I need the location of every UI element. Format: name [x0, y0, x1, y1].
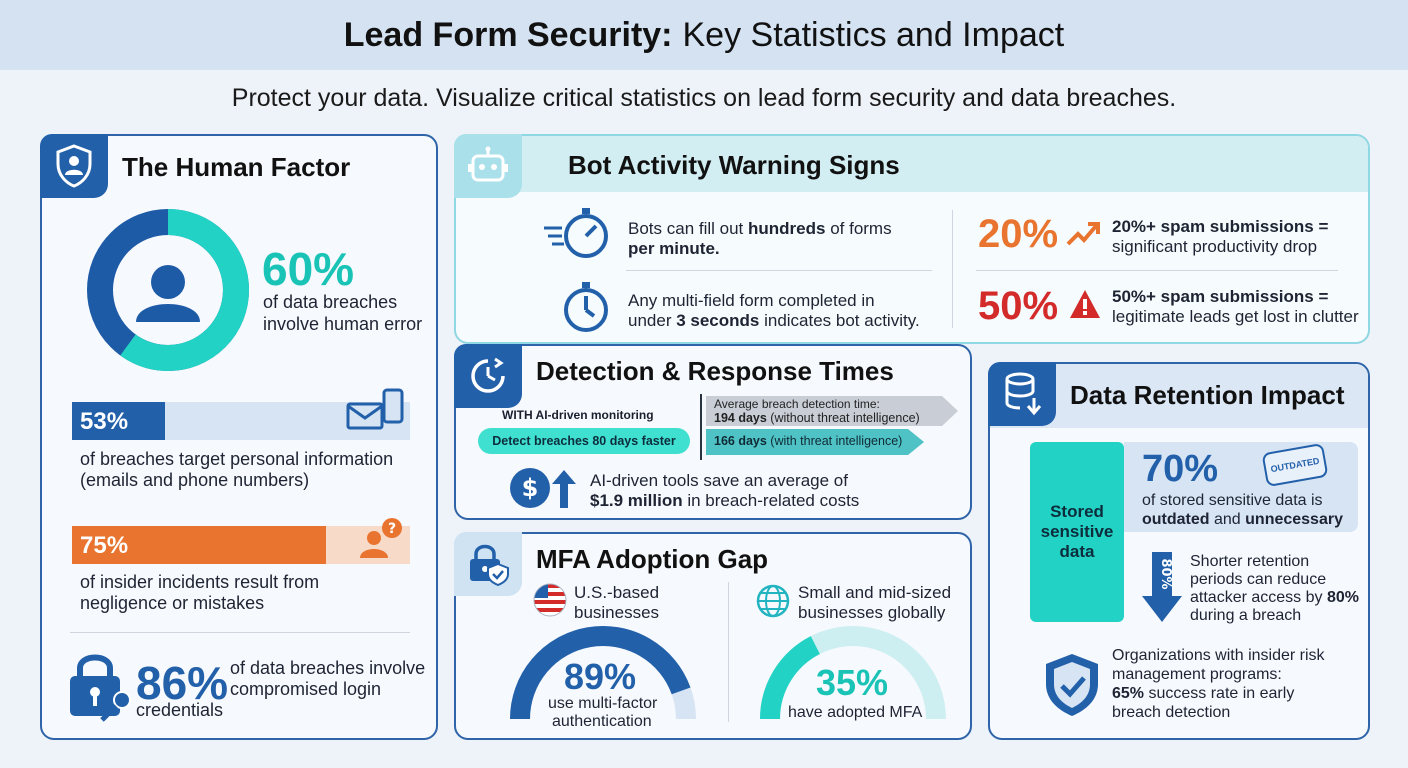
spam-50-line1: 50%+ spam submissions =	[1112, 286, 1328, 307]
us-pct: 89%	[564, 656, 636, 698]
personal-info-pct: 53%	[80, 408, 128, 436]
outdated-pct: 70%	[1142, 448, 1218, 491]
lock-shield-icon	[454, 532, 522, 596]
title-bold: Lead Form Security:	[344, 16, 673, 55]
org-line1: Organizations with insider risk	[1112, 646, 1325, 665]
person-question-icon: ?	[356, 516, 404, 562]
us-desc1: use multi-factor	[548, 694, 657, 713]
bot-inner-divider	[626, 270, 932, 271]
mfa-panel: MFA Adoption Gap U.S.-based businesses 8…	[454, 532, 972, 740]
human-error-donut	[84, 206, 252, 374]
credentials-desc3: credentials	[136, 700, 223, 721]
trend-up-icon	[1066, 220, 1102, 248]
shorter-line3: attacker access by 80%	[1190, 589, 1359, 607]
shield-check-icon	[1042, 652, 1102, 718]
personal-info-bar-track: 53%	[72, 402, 410, 440]
svg-text:?: ?	[388, 521, 396, 537]
avg-detection-label: Average breach detection time:	[714, 397, 880, 411]
us-flag-icon	[532, 582, 568, 618]
outdated-desc2: outdated and unnecessary	[1142, 509, 1343, 530]
retention-title: Data Retention Impact	[1070, 380, 1345, 411]
shield-user-icon	[40, 134, 108, 198]
personal-info-desc1: of breaches target personal information	[80, 449, 393, 470]
subtitle: Protect your data. Visualize critical st…	[0, 84, 1408, 113]
mfa-title: MFA Adoption Gap	[536, 544, 768, 575]
email-phone-icon	[344, 388, 406, 438]
days-166-line: 166 days (with threat intelligence)	[714, 434, 902, 448]
bot-activity-panel: Bot Activity Warning Signs Bots can fill…	[454, 134, 1370, 344]
detect-faster-pill: Detect breaches 80 days faster	[478, 428, 690, 454]
spam-20-line1: 20%+ spam submissions =	[1112, 216, 1328, 237]
spam-20-pct: 20%	[978, 212, 1058, 257]
org-line4: breach detection	[1112, 703, 1230, 722]
insider-bar-track: 75% ?	[72, 526, 410, 564]
bot-item1-line2: per minute.	[628, 238, 720, 259]
smb-pct: 35%	[816, 662, 888, 704]
arrow-pct-text: 80%	[1158, 558, 1173, 589]
days-194-line: 194 days (without threat intelligence)	[714, 411, 920, 425]
robot-icon	[454, 134, 522, 198]
spam-20-line2: significant productivity drop	[1112, 236, 1317, 257]
human-factor-panel: The Human Factor 60% of data breaches in…	[40, 134, 438, 740]
bot-title: Bot Activity Warning Signs	[568, 150, 900, 181]
clock-refresh-icon	[454, 344, 522, 408]
human-error-pct: 60%	[262, 242, 354, 296]
bot-item2-line2: under 3 seconds indicates bot activity.	[628, 310, 920, 331]
human-error-desc2: involve human error	[263, 314, 422, 335]
stopwatch-fast-icon	[542, 204, 614, 264]
ai-save-line2: $1.9 million in breach-related costs	[590, 490, 859, 511]
outdated-desc1: of stored sensitive data is	[1142, 490, 1323, 511]
database-icon	[988, 362, 1056, 426]
shorter-line2: periods can reduce	[1190, 571, 1326, 589]
detection-panel: Detection & Response Times WITH AI-drive…	[454, 344, 972, 520]
reduce-down-arrow: 80%	[1140, 552, 1184, 624]
shorter-line1: Shorter retention	[1190, 553, 1309, 571]
human-factor-title: The Human Factor	[122, 152, 350, 183]
credentials-desc2: compromised login	[230, 679, 381, 700]
spam-50-line2: legitimate leads get lost in clutter	[1112, 306, 1359, 327]
credentials-desc1: of data breaches involve	[230, 658, 425, 679]
stopwatch-icon	[560, 278, 612, 334]
human-error-desc1: of data breaches	[263, 292, 397, 313]
org-line2: management programs:	[1112, 665, 1282, 684]
globe-icon	[756, 584, 790, 618]
bot-right-divider	[976, 270, 1338, 271]
page-title: Lead Form Security: Key Statistics and I…	[0, 0, 1408, 70]
smb-desc1: have adopted MFA	[788, 702, 922, 723]
lock-key-icon	[66, 648, 136, 722]
insider-desc1: of insider incidents result from	[80, 572, 319, 593]
bot-item1-line1: Bots can fill out hundreds of forms	[628, 218, 892, 239]
ai-save-line1: AI-driven tools save an average of	[590, 470, 848, 491]
title-rest: Key Statistics and Impact	[683, 16, 1065, 55]
svg-text:$: $	[522, 474, 539, 502]
detect-faster-text: Detect breaches 80 days faster	[492, 434, 675, 448]
org-line3: 65% success rate in early	[1112, 684, 1294, 703]
bot-item2-line1: Any multi-field form completed in	[628, 290, 875, 311]
human-divider	[70, 632, 410, 633]
spam-50-pct: 50%	[978, 284, 1058, 329]
bot-vertical-divider	[952, 210, 953, 328]
us-label2: businesses	[574, 602, 659, 623]
stored-data-block: Stored sensitive data	[1030, 442, 1124, 622]
data-retention-panel: Data Retention Impact Stored sensitive d…	[988, 362, 1370, 740]
mfa-divider	[728, 582, 729, 722]
shorter-line4: during a breach	[1190, 607, 1301, 625]
us-desc2: authentication	[552, 712, 652, 731]
detection-divider	[700, 394, 702, 460]
personal-info-desc2: (emails and phone numbers)	[80, 470, 309, 491]
outdated-stamp-text: OUTDATED	[1270, 456, 1320, 474]
with-ai-label: WITH AI-driven monitoring	[502, 408, 654, 422]
us-label1: U.S.-based	[574, 582, 659, 603]
detection-title: Detection & Response Times	[536, 356, 894, 387]
insider-pct: 75%	[80, 532, 128, 560]
smb-label1: Small and mid-sized	[798, 582, 951, 603]
stored-data-label: Stored sensitive data	[1036, 502, 1118, 562]
warning-icon	[1068, 288, 1102, 320]
smb-label2: businesses globally	[798, 602, 945, 623]
insider-desc2: negligence or mistakes	[80, 593, 264, 614]
dollar-up-icon: $	[508, 466, 580, 510]
